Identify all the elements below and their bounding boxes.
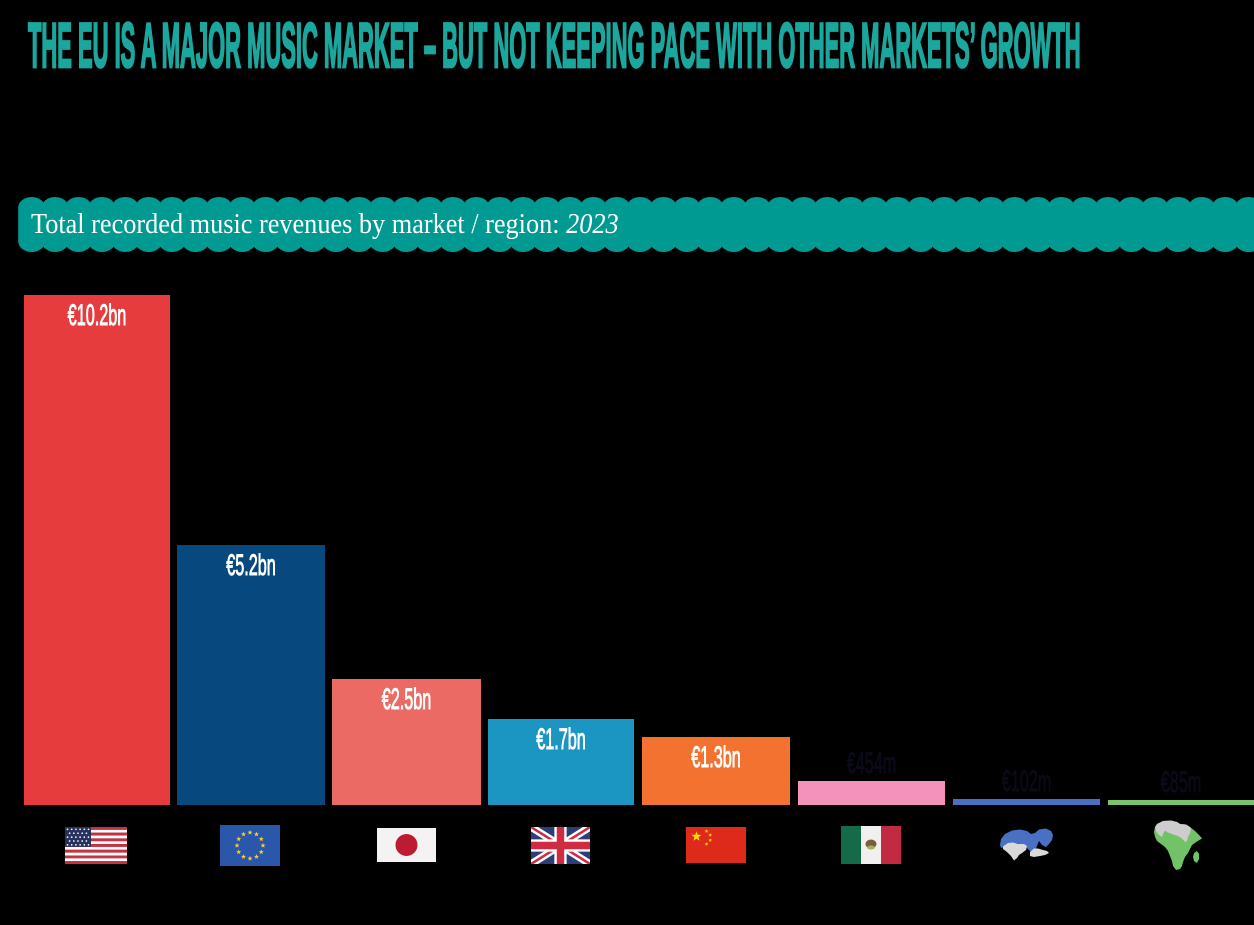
svg-text:€85m: €85m [1161,766,1202,799]
svg-text:€102m: €102m [1002,765,1052,798]
svg-text:€454m: €454m [847,747,897,780]
svg-text:€5.2bn: €5.2bn [226,549,276,582]
svg-text:€10.2bn: €10.2bn [68,299,127,332]
svg-text:Total recorded music revenues: Total recorded music revenues by market … [31,208,619,239]
svg-text:€2.5bn: €2.5bn [382,683,432,716]
svg-text:€1.7bn: €1.7bn [536,723,586,756]
svg-text:€1.3bn: €1.3bn [691,741,741,774]
svg-text:THE EU IS A MAJOR MUSIC MARKET: THE EU IS A MAJOR MUSIC MARKET – BUT NOT… [28,10,1081,81]
